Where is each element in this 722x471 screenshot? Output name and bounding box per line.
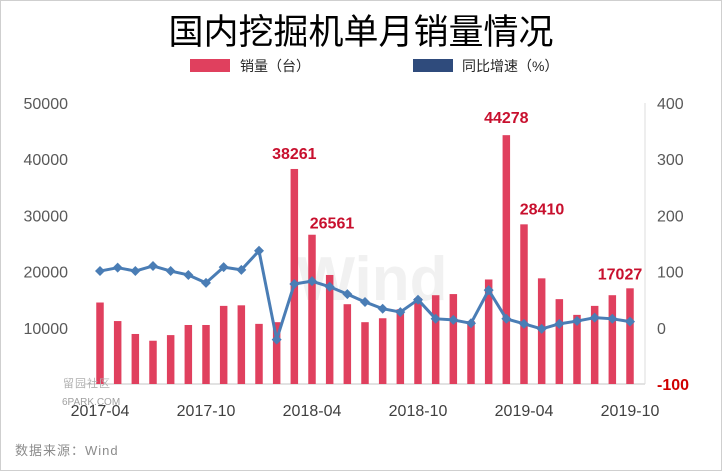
sales-bar [96, 302, 104, 384]
yoy-marker [218, 262, 229, 273]
left-axis-tick-label: 10000 [24, 321, 69, 338]
axis-tick-labels: 10000 20000 30000 40000 50000 -100 0 100 200 300 4… [24, 96, 690, 420]
sales-bar [219, 305, 228, 384]
sales-bar [502, 135, 511, 384]
bar-data-label: 44278 [484, 110, 529, 127]
sales-bar [166, 335, 175, 384]
sales-bar [325, 274, 334, 384]
yoy-marker [130, 266, 141, 277]
left-axis-tick-label: 20000 [24, 265, 69, 282]
yoy-line-series [95, 245, 635, 345]
bar-data-labels: 38261 26561 44278 28410 17027 [272, 110, 642, 283]
yoy-marker [607, 313, 618, 324]
sales-bar [290, 168, 299, 384]
legend-label-yoy: 同比增速（%） [462, 58, 558, 74]
sales-bar [608, 295, 617, 384]
yoy-marker [201, 277, 211, 288]
sales-bar [131, 333, 140, 384]
yoy-marker [307, 276, 317, 287]
right-axis-tick-label: 300 [657, 152, 684, 169]
site-watermark-cn: 留园社区 [63, 376, 111, 390]
chart-title: 国内挖掘机单月销量情况 [168, 13, 553, 52]
sales-bar [520, 224, 528, 384]
sales-bar [396, 309, 405, 384]
yoy-marker [519, 318, 529, 329]
yoy-marker [483, 285, 494, 296]
sales-bar [449, 294, 458, 384]
sales-bar [255, 323, 263, 384]
yoy-marker [554, 318, 565, 329]
sales-bar [555, 299, 564, 384]
yoy-marker [430, 313, 441, 324]
yoy-marker [236, 264, 247, 275]
yoy-marker [360, 296, 370, 307]
yoy-marker [448, 314, 459, 325]
bar-data-label: 26561 [310, 216, 355, 233]
right-axis-tick-label: 0 [657, 321, 666, 338]
legend-label-sales: 销量（台） [240, 58, 310, 74]
yoy-marker [148, 260, 158, 271]
sales-bar [484, 279, 493, 384]
yoy-marker [395, 307, 406, 318]
legend: 销量（台） 同比增速（%） [190, 58, 558, 74]
x-axis-tick-label: 2018-04 [283, 403, 342, 420]
right-axis-tick-label: 100 [657, 265, 684, 282]
x-axis-tick-label: 2019-10 [601, 403, 660, 420]
yoy-marker [625, 316, 635, 327]
sales-bar [378, 318, 387, 384]
legend-swatch-yoy [413, 59, 453, 72]
yoy-marker [572, 316, 582, 327]
sales-bar [573, 314, 581, 384]
yoy-marker [589, 312, 600, 323]
x-axis-tick-label: 2017-10 [177, 403, 236, 420]
sales-bar [467, 321, 475, 384]
sales-bar [113, 321, 122, 384]
x-axis-tick-label: 2017-04 [71, 403, 130, 420]
x-axis-tick-label: 2019-04 [495, 403, 554, 420]
right-axis-tick-label: 200 [657, 208, 684, 225]
left-axis-tick-label: 30000 [24, 208, 69, 225]
left-axis-tick-label: 40000 [24, 152, 69, 169]
yoy-marker [289, 278, 300, 289]
yoy-marker [254, 245, 264, 256]
legend-swatch-sales [190, 59, 230, 72]
bar-data-label: 38261 [272, 146, 317, 163]
yoy-marker [183, 269, 194, 280]
yoy-marker [501, 313, 512, 324]
yoy-marker [271, 334, 282, 345]
yoy-marker [413, 294, 423, 305]
source-note: 数据来源：Wind [15, 443, 119, 458]
yoy-marker [95, 266, 105, 277]
yoy-marker [342, 289, 353, 300]
sales-bar [272, 322, 281, 384]
yoy-marker [112, 262, 123, 273]
yoy-marker [377, 303, 388, 314]
right-axis-tick-label: -100 [657, 377, 689, 394]
sales-bar [361, 322, 369, 384]
sales-bar [202, 324, 210, 384]
sales-bar [431, 295, 440, 384]
left-axis-tick-label: 50000 [24, 96, 69, 113]
sales-bar [308, 234, 316, 384]
sales-bar [414, 298, 422, 384]
bar-data-label: 28410 [520, 201, 565, 218]
sales-bar [184, 324, 193, 384]
x-axis-tick-label: 2018-10 [389, 403, 448, 420]
yoy-marker [536, 323, 547, 334]
sales-bar [149, 340, 157, 384]
right-axis-tick-label: 400 [657, 96, 684, 113]
yoy-marker [324, 281, 335, 292]
sales-bar [590, 305, 599, 384]
sales-bar [237, 305, 246, 384]
sales-bar [626, 288, 634, 384]
sales-bar [343, 304, 352, 384]
site-watermark-en: 6PARK.COM [62, 397, 120, 408]
yoy-marker [466, 318, 476, 329]
bar-data-label: 17027 [598, 266, 643, 283]
yoy-marker [165, 266, 176, 277]
